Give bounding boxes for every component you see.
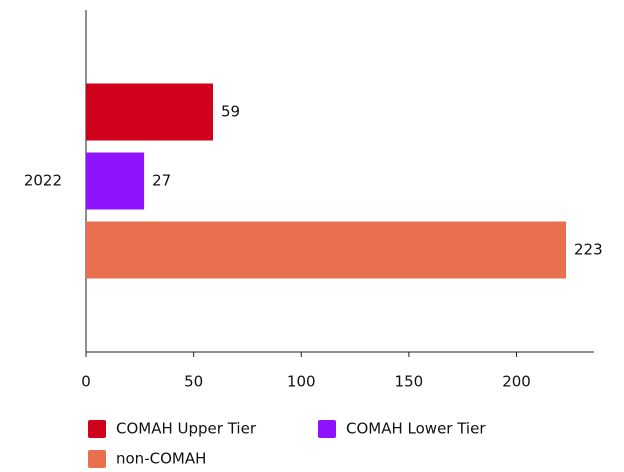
- x-tick-label: 50: [184, 373, 203, 391]
- legend-label: COMAH Lower Tier: [346, 420, 486, 438]
- value-label: 27: [152, 172, 171, 190]
- y-tick-label: 2022: [24, 172, 62, 190]
- value-label: 223: [574, 241, 603, 259]
- legend-label: non-COMAH: [116, 450, 206, 468]
- x-tick-label: 0: [81, 373, 91, 391]
- x-tick-label: 100: [287, 373, 316, 391]
- bar: [86, 83, 213, 141]
- x-tick-label: 150: [395, 373, 424, 391]
- legend-label: COMAH Upper Tier: [116, 420, 257, 438]
- legend-swatch: [88, 450, 106, 468]
- value-label: 59: [221, 103, 240, 121]
- x-tick-label: 200: [502, 373, 531, 391]
- bar: [86, 152, 145, 210]
- legend-swatch: [318, 420, 336, 438]
- legend-swatch: [88, 420, 106, 438]
- bar: [86, 221, 567, 279]
